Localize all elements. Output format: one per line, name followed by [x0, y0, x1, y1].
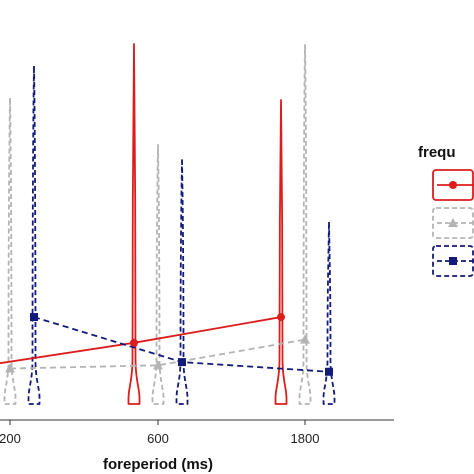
legend-key-navy — [432, 245, 474, 277]
violin-navy-1800 — [322, 221, 336, 405]
data-point-navy-200 — [30, 313, 38, 322]
legend: frequ — [418, 144, 474, 277]
legend-title: frequ — [418, 144, 456, 161]
violin-navy-200 — [27, 65, 41, 405]
data-point-red-600 — [130, 338, 138, 347]
x-tick-label-200: 200 — [0, 431, 21, 446]
data-point-red-1800 — [277, 313, 285, 322]
violin-layer — [3, 43, 336, 405]
data-point-navy-600 — [178, 358, 186, 367]
violin-red-1800 — [274, 99, 288, 405]
legend-key-marker-navy — [449, 257, 457, 265]
x-tick-label-600: 600 — [147, 431, 169, 446]
legend-keys — [432, 169, 474, 277]
data-point-grey-200 — [5, 363, 15, 373]
violin-grey-600 — [151, 144, 165, 405]
violin-navy-600 — [175, 159, 189, 405]
data-point-grey-1800 — [300, 334, 310, 344]
legend-key-grey — [432, 207, 474, 239]
x-tick-label-1800: 1800 — [291, 431, 320, 446]
series-markers-layer — [5, 313, 333, 376]
violin-grey-200 — [3, 97, 17, 405]
violin-grey-1800 — [298, 44, 312, 405]
data-point-navy-1800 — [325, 367, 333, 376]
legend-key-marker-red — [449, 181, 457, 189]
legend-key-red — [432, 169, 474, 201]
violin-red-600 — [127, 43, 141, 405]
legend-key-marker-grey — [448, 218, 458, 227]
series-line-red — [0, 316, 282, 365]
x-axis-title: foreperiod (ms) — [103, 456, 213, 473]
data-point-grey-600 — [153, 360, 163, 370]
